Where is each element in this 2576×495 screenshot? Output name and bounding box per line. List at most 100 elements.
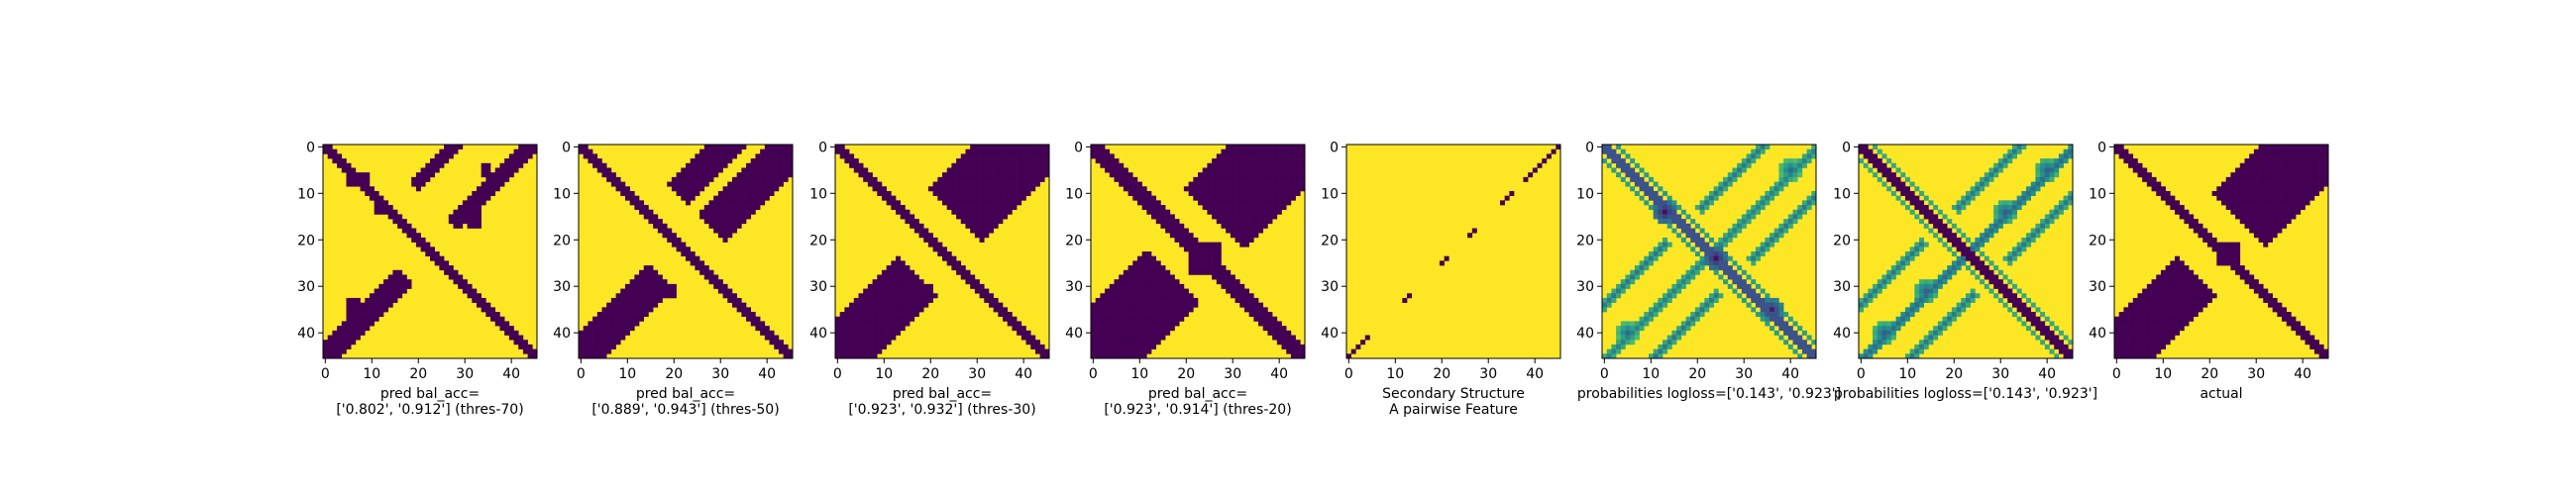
heatmap-cell bbox=[2179, 302, 2185, 308]
heatmap-cell bbox=[2160, 195, 2166, 201]
heatmap-cell bbox=[2002, 283, 2008, 289]
heatmap-cell bbox=[387, 209, 393, 215]
heatmap-cell bbox=[508, 153, 514, 159]
heatmap-cell bbox=[1234, 176, 1240, 182]
heatmap-cell bbox=[1295, 353, 1301, 359]
heatmap-cell bbox=[1212, 274, 1218, 280]
heatmap-cell bbox=[2291, 195, 2297, 201]
heatmap-cell bbox=[1095, 316, 1101, 322]
heatmap-cell bbox=[2225, 255, 2231, 261]
heatmap-cell bbox=[1709, 237, 1714, 243]
heatmap-cell bbox=[2184, 274, 2190, 280]
heatmap-cell bbox=[844, 312, 850, 318]
heatmap-cell bbox=[639, 279, 645, 285]
heatmap-cell bbox=[341, 335, 347, 341]
heatmap-cell bbox=[1207, 186, 1213, 192]
heatmap-cell bbox=[910, 312, 915, 318]
heatmap-cell bbox=[1267, 195, 1273, 201]
heatmap-cell bbox=[1873, 288, 1878, 294]
heatmap-cell bbox=[2156, 190, 2162, 196]
heatmap-cell bbox=[1212, 190, 1218, 196]
heatmap-cell bbox=[853, 335, 859, 341]
heatmap-cell bbox=[872, 279, 878, 285]
heatmap-cell bbox=[1188, 265, 1194, 271]
heatmap-cell bbox=[1928, 283, 1934, 289]
heatmap-cell bbox=[1709, 302, 1714, 308]
heatmap-cell bbox=[1276, 158, 1282, 164]
heatmap-cell bbox=[858, 330, 864, 336]
heatmap-cell bbox=[690, 167, 696, 173]
heatmap-cell bbox=[681, 242, 687, 248]
heatmap-cell bbox=[1034, 145, 1040, 149]
x-tick-label: 40 bbox=[2294, 366, 2311, 382]
heatmap-cell bbox=[937, 176, 943, 182]
heatmap-cell bbox=[1230, 274, 1235, 280]
heatmap-cell bbox=[1151, 195, 1157, 201]
heatmap-cell bbox=[1909, 181, 1915, 187]
heatmap-cell bbox=[988, 205, 994, 211]
heatmap-cell bbox=[984, 209, 990, 215]
heatmap-cell bbox=[2249, 209, 2255, 215]
heatmap-cell bbox=[1773, 312, 1779, 318]
heatmap-cell bbox=[2151, 283, 2157, 289]
heatmap-cell bbox=[387, 279, 393, 285]
heatmap-cell bbox=[2291, 148, 2297, 154]
heatmap-cell bbox=[1179, 302, 1185, 308]
heatmap-cell bbox=[844, 321, 850, 327]
heatmap-cell bbox=[988, 302, 994, 308]
heatmap-cell bbox=[1146, 335, 1152, 341]
heatmap-cell bbox=[1602, 148, 1607, 154]
heatmap-cell bbox=[1741, 223, 1747, 229]
heatmap-cell bbox=[592, 330, 598, 336]
heatmap-cell bbox=[624, 293, 630, 299]
heatmap-cell bbox=[383, 297, 389, 303]
heatmap-cell bbox=[504, 176, 510, 182]
heatmap-cell bbox=[2267, 172, 2273, 178]
heatmap-cell bbox=[867, 288, 873, 294]
heatmap-cell bbox=[499, 176, 505, 182]
heatmap-cell bbox=[1653, 214, 1659, 220]
heatmap-cell bbox=[499, 162, 505, 168]
heatmap-cell bbox=[2263, 293, 2269, 299]
heatmap-cell bbox=[764, 158, 770, 164]
heatmap-cell bbox=[601, 326, 607, 332]
heatmap-cell bbox=[1123, 279, 1128, 285]
heatmap-cell bbox=[1741, 297, 1747, 303]
heatmap-cell bbox=[667, 228, 673, 234]
heatmap-cell bbox=[2258, 219, 2264, 225]
axes-frame bbox=[1090, 144, 1306, 359]
heatmap-cell bbox=[881, 269, 887, 275]
heatmap-cell bbox=[731, 209, 737, 215]
heatmap-cell bbox=[1136, 269, 1142, 275]
heatmap-cell bbox=[1644, 181, 1650, 187]
heatmap-cell bbox=[927, 237, 933, 243]
heatmap-cell bbox=[2300, 330, 2306, 336]
heatmap-cell bbox=[956, 209, 962, 215]
heatmap-cell bbox=[1183, 302, 1189, 308]
heatmap-cell bbox=[900, 209, 906, 215]
heatmap-cell bbox=[504, 158, 510, 164]
heatmap-cell bbox=[1639, 195, 1645, 201]
heatmap-cell bbox=[1773, 297, 1779, 303]
heatmap-cell bbox=[750, 162, 756, 168]
heatmap-cell bbox=[736, 205, 742, 211]
heatmap-cell bbox=[610, 316, 616, 322]
heatmap-cell bbox=[1243, 148, 1249, 154]
heatmap-cell bbox=[741, 209, 747, 215]
heatmap-cell bbox=[490, 186, 496, 192]
heatmap-cell bbox=[1602, 307, 1607, 313]
heatmap-cell bbox=[2160, 344, 2166, 349]
heatmap-cell bbox=[369, 297, 375, 303]
heatmap-cell bbox=[1290, 181, 1296, 187]
heatmap-cell bbox=[708, 200, 714, 206]
heatmap-cell bbox=[643, 307, 649, 313]
heatmap-cell bbox=[1755, 247, 1761, 252]
heatmap-cell bbox=[2160, 190, 2166, 196]
heatmap-cell bbox=[1765, 200, 1771, 206]
heatmap-cell bbox=[606, 302, 612, 308]
heatmap-cell bbox=[2277, 145, 2283, 149]
heatmap-cell bbox=[1975, 186, 1981, 192]
heatmap-cell bbox=[2063, 148, 2069, 154]
heatmap-cell bbox=[2146, 302, 2152, 308]
heatmap-cell bbox=[783, 176, 789, 182]
